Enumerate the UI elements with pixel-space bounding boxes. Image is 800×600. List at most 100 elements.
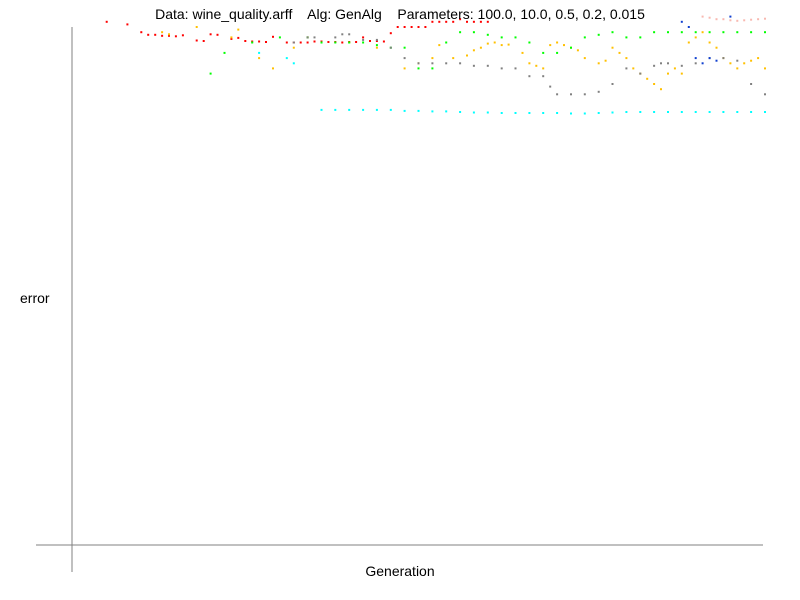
point-s0-43 [445, 20, 448, 23]
point-s1-35 [604, 59, 607, 62]
point-s4-14 [472, 64, 475, 67]
point-s3-12 [445, 110, 448, 113]
point-s4-22 [570, 93, 572, 96]
point-s0-36 [396, 26, 399, 28]
point-s3-19 [542, 112, 545, 114]
point-s0-44 [452, 20, 455, 23]
point-s6-3 [722, 18, 725, 21]
point-s4-27 [639, 72, 642, 75]
point-s0-40 [424, 26, 427, 28]
point-s0-14 [237, 36, 240, 39]
point-s1-28 [549, 44, 552, 47]
point-s3-32 [722, 111, 725, 113]
point-s1-22 [500, 44, 503, 47]
point-s3-2 [292, 62, 295, 65]
point-s1-50 [708, 41, 711, 44]
point-s3-25 [625, 111, 628, 113]
point-s3-14 [472, 111, 475, 114]
point-s2-3 [278, 36, 281, 39]
point-s2-24 [583, 36, 586, 39]
point-s4-20 [549, 85, 552, 88]
point-s4-15 [486, 64, 489, 67]
point-s2-12 [417, 67, 420, 70]
point-s0-10 [202, 40, 205, 42]
point-s1-6 [272, 67, 274, 70]
point-s0-39 [417, 26, 420, 28]
point-s2-19 [514, 36, 517, 39]
point-s0-0 [105, 20, 108, 23]
point-s1-19 [479, 46, 482, 49]
point-s1-16 [452, 57, 455, 60]
point-s0-7 [174, 35, 177, 38]
point-s0-3 [147, 33, 150, 36]
point-s0-23 [306, 41, 309, 44]
point-s4-23 [583, 93, 586, 96]
point-s6-4 [729, 19, 732, 22]
point-s3-35 [764, 111, 766, 113]
point-s3-24 [611, 111, 614, 114]
point-s0-22 [299, 41, 302, 44]
point-s0-41 [431, 20, 434, 23]
point-s2-26 [611, 31, 614, 34]
point-s2-31 [680, 31, 683, 34]
point-s5-6 [729, 15, 732, 18]
point-s1-45 [673, 67, 676, 70]
y-axis-label: error [20, 290, 50, 306]
point-s1-3 [230, 36, 233, 39]
point-s2-5 [320, 41, 323, 44]
point-s4-37 [764, 93, 766, 96]
point-s0-48 [479, 20, 482, 23]
point-s0-33 [375, 40, 378, 42]
point-s0-30 [355, 41, 358, 43]
point-s2-25 [597, 33, 600, 36]
point-s2-36 [750, 31, 753, 34]
point-s1-11 [375, 46, 378, 49]
point-s4-18 [528, 75, 531, 78]
point-s2-7 [348, 41, 351, 44]
point-s4-5 [348, 33, 351, 36]
point-s5-0 [680, 20, 683, 23]
point-s1-7 [292, 46, 295, 49]
point-s3-29 [680, 111, 683, 113]
point-s0-49 [486, 20, 489, 23]
point-s2-14 [445, 41, 448, 44]
point-s1-49 [701, 31, 704, 34]
point-s0-26 [327, 41, 330, 43]
point-s3-34 [750, 111, 753, 113]
point-s1-29 [556, 41, 559, 44]
point-s3-26 [639, 111, 642, 113]
chart-title: Data: wine_quality.arff Alg: GenAlg Para… [155, 6, 645, 22]
point-s1-5 [258, 57, 261, 60]
point-s1-36 [611, 46, 614, 49]
point-s2-6 [334, 41, 337, 44]
point-s2-33 [708, 31, 711, 34]
point-s4-19 [542, 75, 545, 78]
point-s2-34 [722, 31, 725, 34]
point-s4-4 [341, 33, 344, 36]
point-s4-11 [431, 62, 434, 65]
point-s1-14 [431, 57, 434, 60]
point-s6-2 [715, 18, 718, 21]
point-s2-15 [459, 31, 462, 34]
point-s2-30 [667, 31, 669, 34]
point-s1-24 [521, 51, 524, 54]
point-s2-18 [500, 36, 503, 39]
point-s4-3 [334, 36, 337, 39]
point-s0-38 [410, 26, 413, 28]
x-axis-label: Generation [365, 563, 435, 579]
point-s3-15 [486, 111, 489, 114]
point-s2-16 [472, 31, 475, 34]
point-s3-10 [417, 109, 420, 112]
point-s0-37 [403, 26, 406, 28]
point-s2-0 [209, 72, 212, 75]
point-s2-37 [764, 31, 766, 34]
point-s3-18 [528, 112, 531, 114]
point-s3-23 [597, 112, 600, 114]
point-s0-13 [230, 37, 233, 40]
point-s4-9 [403, 57, 406, 60]
point-s3-11 [431, 110, 434, 113]
point-s1-17 [466, 54, 468, 57]
point-s3-8 [389, 108, 392, 111]
point-s3-4 [334, 108, 337, 111]
point-s5-4 [708, 57, 711, 60]
